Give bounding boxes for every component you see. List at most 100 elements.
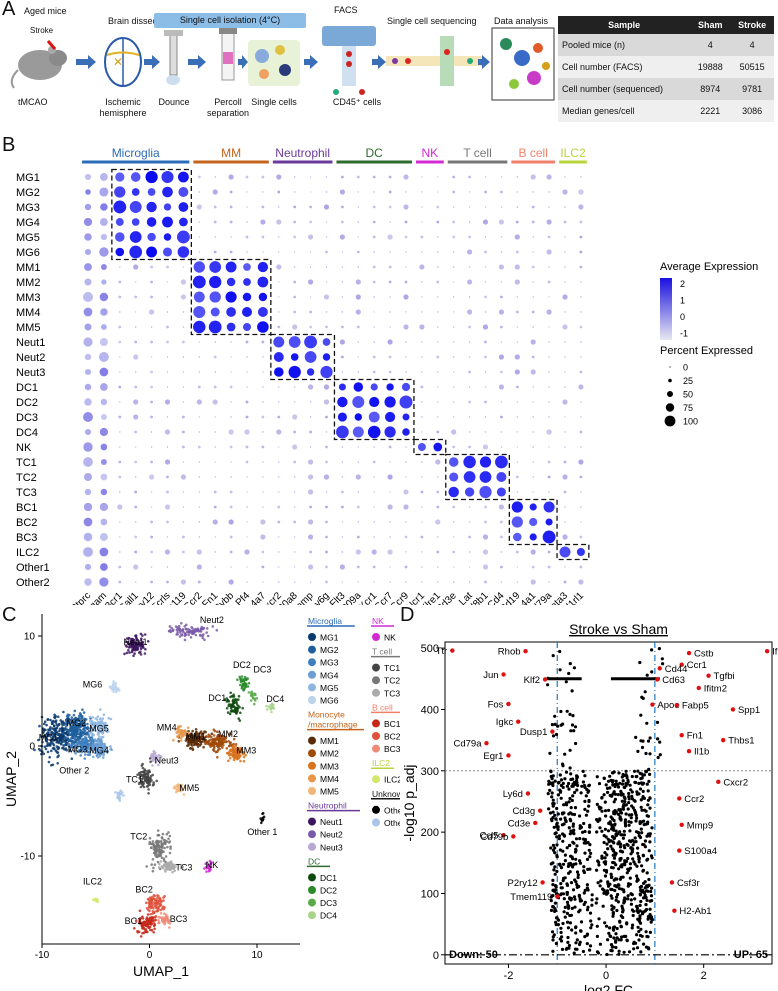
umap-point — [146, 897, 150, 901]
volcano-point — [552, 825, 556, 829]
volcano-point — [559, 783, 563, 788]
umap-point — [149, 912, 153, 916]
dot-MM3-Itgam — [99, 292, 109, 302]
legend-group-title: Unknown — [372, 789, 400, 799]
dot-MM3-Cd79a — [548, 296, 550, 298]
dot-MG5-Ncr1 — [420, 235, 424, 239]
umap-point — [139, 647, 143, 651]
volcano-highlight-point — [730, 707, 736, 712]
dot-MG2-Ly6g — [325, 191, 328, 193]
umap-point — [112, 690, 115, 694]
umap-point — [65, 725, 68, 728]
volcano-point — [614, 851, 618, 856]
legend-item: MM2 — [320, 749, 339, 759]
dot-BC2-Cd4 — [500, 520, 503, 524]
dot-MG4-Pf4 — [246, 221, 248, 223]
umap-point — [121, 791, 124, 794]
umap-point — [52, 732, 55, 735]
dot-NK-Camp — [309, 446, 312, 448]
volcano-point — [625, 939, 629, 943]
volcano-point — [551, 810, 555, 814]
umap-point — [230, 708, 233, 712]
table-cell: 4 — [690, 34, 731, 56]
volcano-point — [633, 808, 637, 812]
umap-point — [109, 745, 112, 748]
volcano-y-tick: 0 — [433, 950, 439, 962]
dot-MM1-Fn1 — [209, 261, 222, 273]
volcano-point — [645, 907, 649, 912]
dot-TC1-Ms4a7 — [262, 461, 264, 463]
dot-TC3-Xcr1 — [373, 491, 375, 493]
volcano-point — [618, 781, 622, 785]
dot-MG6-S100a8 — [294, 251, 296, 253]
dot-Other1-Ms4a1 — [531, 565, 535, 569]
umap-point — [148, 896, 152, 899]
dot-TC1-Ms4a1 — [532, 461, 534, 463]
umap-point — [103, 742, 106, 746]
volcano-point — [573, 905, 577, 909]
volcano-point — [648, 899, 652, 903]
dot-MM4-Cxcr2 — [278, 311, 280, 313]
volcano-point — [641, 869, 645, 873]
volcano-point — [633, 836, 637, 840]
volcano-point — [586, 888, 590, 892]
umap-point — [154, 760, 158, 764]
umap-point — [150, 863, 153, 866]
dot-DC1-Ms4a1 — [532, 386, 534, 388]
umap-point — [167, 921, 170, 924]
umap-point — [57, 747, 61, 750]
dot-DC2-Ccr2 — [196, 399, 202, 405]
dot-Other1-Xcr1 — [372, 565, 376, 569]
umap-point — [150, 753, 154, 756]
volcano-gene-label: Tgfbi — [714, 671, 735, 682]
dot-MM3-Cd209a — [355, 294, 361, 300]
dot-Neut1-Cybb — [230, 341, 232, 343]
umap-point — [83, 725, 86, 729]
umap-cluster-label: MG3 — [68, 745, 88, 755]
dot-TC1-Cybb — [230, 461, 232, 463]
volcano-point — [548, 788, 552, 792]
umap-point — [133, 652, 136, 655]
dot-TC2-Ly6g — [323, 474, 330, 480]
volcano-point — [603, 827, 607, 831]
volcano-point — [624, 934, 628, 938]
volcano-gene-label: Thbs1 — [728, 736, 754, 747]
dot-Other2-Cd8b1 — [484, 580, 487, 584]
volcano-point — [648, 834, 652, 838]
dot-MM3-Fn1 — [209, 291, 221, 303]
volcano-point — [650, 648, 654, 652]
dot-BC3-Klre1 — [437, 536, 439, 538]
dot-MM1-S100a8 — [294, 266, 296, 268]
dot-DC1-Cx3cr1 — [118, 385, 122, 389]
volcano-point — [583, 888, 587, 892]
dot-ILC2-Cd4 — [500, 551, 503, 553]
dot-MG6-Cd3e — [453, 251, 455, 253]
dot-MM4-Fcrls — [166, 311, 169, 313]
dot-Neut3-Ms4a1 — [530, 369, 536, 375]
volcano-point — [571, 714, 575, 718]
dot-TC3-Ccr9 — [403, 489, 409, 495]
dot-DC1-Camp — [308, 384, 314, 390]
volcano-point — [650, 826, 654, 830]
umap-point — [160, 918, 164, 922]
dot-Neut2-Ms4a7 — [262, 356, 264, 358]
umap-point — [83, 753, 87, 756]
umap-point — [46, 718, 49, 721]
umap-point — [42, 752, 46, 756]
umap-point — [147, 926, 151, 929]
volcano-point — [563, 905, 567, 909]
dot-MG2-Ccr2 — [198, 191, 200, 193]
umap-point — [234, 752, 238, 756]
dot-MG6-Ly6g — [325, 250, 328, 254]
umap-point — [160, 840, 163, 843]
volcano-point — [607, 821, 611, 825]
volcano-point — [637, 929, 641, 934]
umap-point — [83, 717, 86, 721]
highlight-box-6 — [508, 498, 558, 546]
umap-point — [152, 847, 156, 851]
dot-BC1-Klre1 — [436, 505, 440, 509]
volcano-gene-label: Egr1 — [483, 751, 503, 762]
volcano-point — [618, 830, 622, 834]
umap-point — [243, 675, 247, 679]
dot-MG6-Cybb — [229, 250, 233, 254]
